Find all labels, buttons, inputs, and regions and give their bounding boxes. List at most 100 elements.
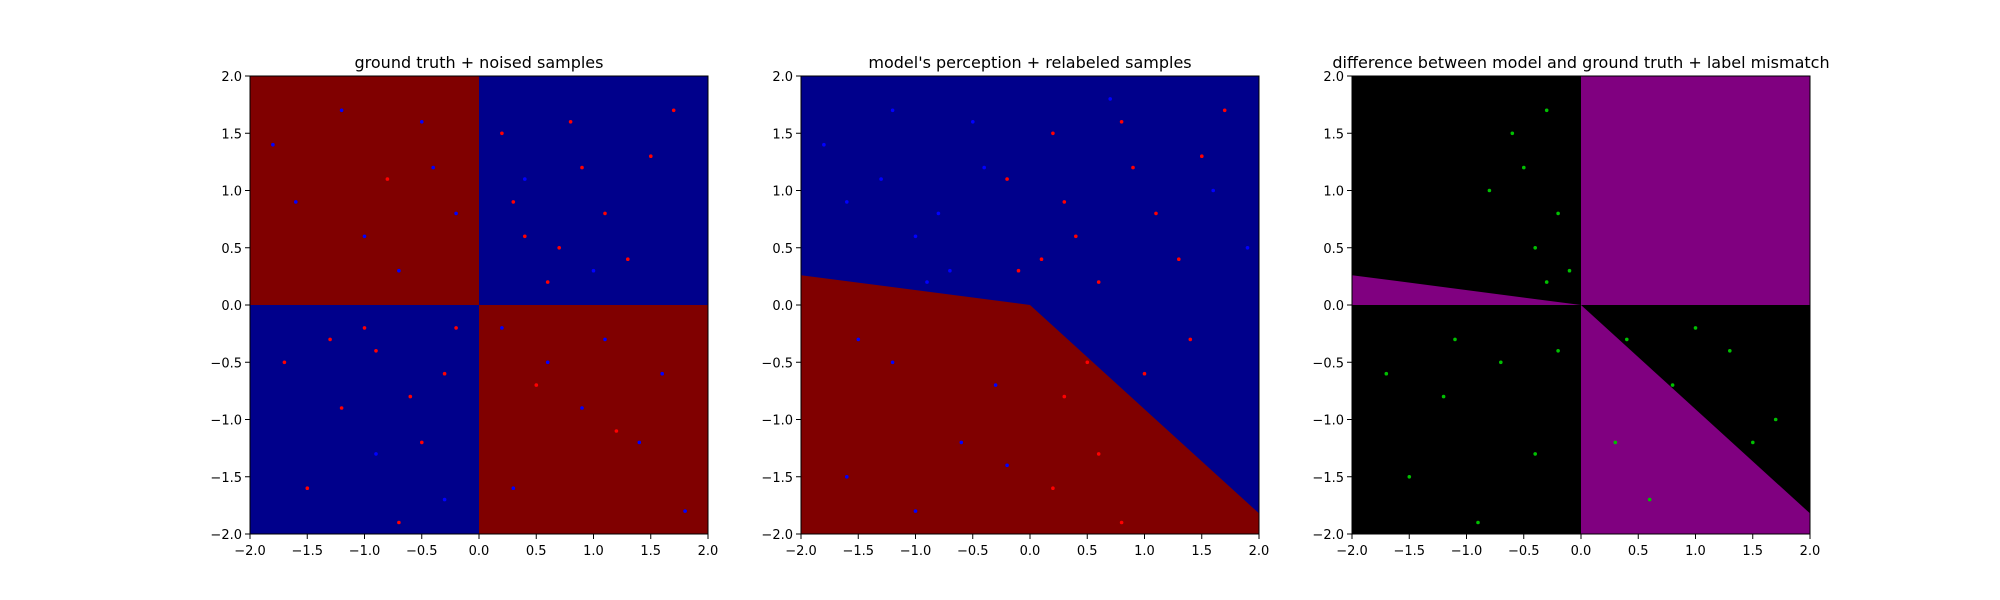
y-tick-label: 0.5	[772, 242, 793, 257]
scatter-point	[856, 337, 861, 342]
x-tick-label: 1.5	[640, 544, 661, 559]
chart-title: difference between model and ground trut…	[1332, 53, 1829, 72]
scatter-point	[993, 383, 998, 387]
y-tick-label: 1.5	[1323, 127, 1344, 142]
x-tick-label: −1.5	[842, 544, 874, 559]
scatter-point	[1142, 371, 1147, 376]
scatter-point	[1222, 108, 1227, 113]
scatter-point	[1074, 234, 1078, 239]
scatter-point	[971, 120, 975, 124]
y-tick-label: −1.0	[761, 414, 793, 429]
scatter-point	[1177, 257, 1181, 262]
x-tick-label: −2.0	[234, 544, 266, 559]
scatter-point	[580, 165, 584, 170]
scatter-point	[545, 360, 550, 365]
x-tick-label: −1.5	[1393, 544, 1425, 559]
scatter-point	[822, 142, 826, 147]
scatter-point	[1670, 383, 1675, 387]
scatter-point	[626, 257, 630, 262]
y-tick-label: 0.0	[221, 299, 242, 314]
scatter-point	[362, 234, 367, 239]
x-tick-label: −0.5	[406, 544, 438, 559]
scatter-point	[1522, 165, 1526, 170]
x-tick-label: 0.5	[1077, 544, 1098, 559]
scatter-point	[339, 406, 344, 410]
scatter-point	[305, 486, 310, 491]
scatter-point	[1016, 268, 1021, 273]
panel-2: −2.0 −1.5 −1.0 −0.5 0.0 0.5 1.0 1.5 2.0 −2.0 −1.5 −…	[761, 53, 1269, 559]
scatter-point	[1062, 200, 1067, 204]
region-polygon-1	[1581, 76, 1810, 305]
scatter-point	[1188, 337, 1193, 342]
scatter-point	[557, 246, 561, 250]
scatter-point	[1567, 268, 1572, 273]
scatter-point	[1005, 177, 1009, 181]
scatter-point	[454, 211, 458, 216]
class-region-2	[479, 76, 708, 305]
scatter-point	[545, 280, 550, 284]
scatter-point	[385, 177, 390, 181]
scatter-point	[454, 326, 458, 330]
region-polygon-2	[1352, 275, 1581, 305]
scatter-point	[1051, 486, 1055, 491]
x-tick-label: 0.5	[526, 544, 547, 559]
x-tick-label: 0.0	[1571, 544, 1592, 559]
y-tick-label: 2.0	[772, 70, 793, 85]
scatter-point	[294, 200, 298, 204]
scatter-point	[1556, 349, 1560, 353]
scatter-point	[442, 371, 447, 376]
scatter-point	[282, 360, 287, 365]
scatter-point	[671, 108, 676, 113]
x-tick-label: −2.0	[1336, 544, 1368, 559]
x-tick-label: 2.0	[1800, 544, 1821, 559]
scatter-point	[339, 108, 344, 113]
scatter-point	[890, 360, 895, 365]
scatter-point	[1245, 246, 1250, 250]
plot-area	[250, 76, 708, 534]
scatter-point	[649, 154, 653, 158]
plot-area	[1352, 76, 1810, 534]
scatter-point	[1556, 211, 1560, 216]
scatter-point	[948, 268, 952, 273]
scatter-point	[1533, 246, 1537, 250]
scatter-point	[1613, 440, 1618, 445]
scatter-point	[1544, 108, 1549, 113]
scatter-point	[374, 452, 378, 456]
x-tick-label: 1.5	[1191, 544, 1212, 559]
x-tick-label: 0.5	[1628, 544, 1649, 559]
scatter-point	[511, 486, 516, 491]
scatter-point	[1453, 337, 1457, 342]
scatter-point	[1108, 97, 1112, 101]
y-tick-label: 1.5	[221, 127, 242, 142]
scatter-point	[1154, 211, 1158, 216]
plot-area	[801, 76, 1259, 534]
scatter-point	[1693, 326, 1698, 330]
y-tick-label: 0.0	[772, 299, 793, 314]
scatter-point	[1062, 394, 1067, 399]
x-tick-label: 1.0	[583, 544, 604, 559]
y-tick-label: 2.0	[221, 70, 242, 85]
chart-title: model's perception + relabeled samples	[868, 53, 1191, 72]
x-tick-label: −0.5	[1508, 544, 1540, 559]
scatter-point	[420, 440, 424, 445]
x-tick-label: −0.5	[957, 544, 989, 559]
x-tick-label: 2.0	[698, 544, 719, 559]
scatter-point	[913, 509, 918, 513]
scatter-point	[1096, 452, 1101, 456]
scatter-point	[523, 177, 527, 181]
scatter-point	[1211, 188, 1215, 193]
scatter-point	[1005, 463, 1009, 468]
scatter-point	[614, 429, 619, 433]
scatter-point	[982, 165, 986, 170]
scatter-point	[1773, 417, 1778, 422]
scatter-point	[683, 509, 687, 513]
x-tick-label: 1.0	[1685, 544, 1706, 559]
scatter-point	[1544, 280, 1549, 284]
x-tick-label: −1.5	[291, 544, 323, 559]
x-tick-label: −1.0	[1451, 544, 1483, 559]
y-tick-label: 1.0	[1323, 185, 1344, 200]
class-region-1	[250, 76, 479, 305]
region-polygon-1	[801, 275, 1259, 534]
scatter-point	[1487, 188, 1492, 193]
scatter-point	[603, 211, 607, 216]
